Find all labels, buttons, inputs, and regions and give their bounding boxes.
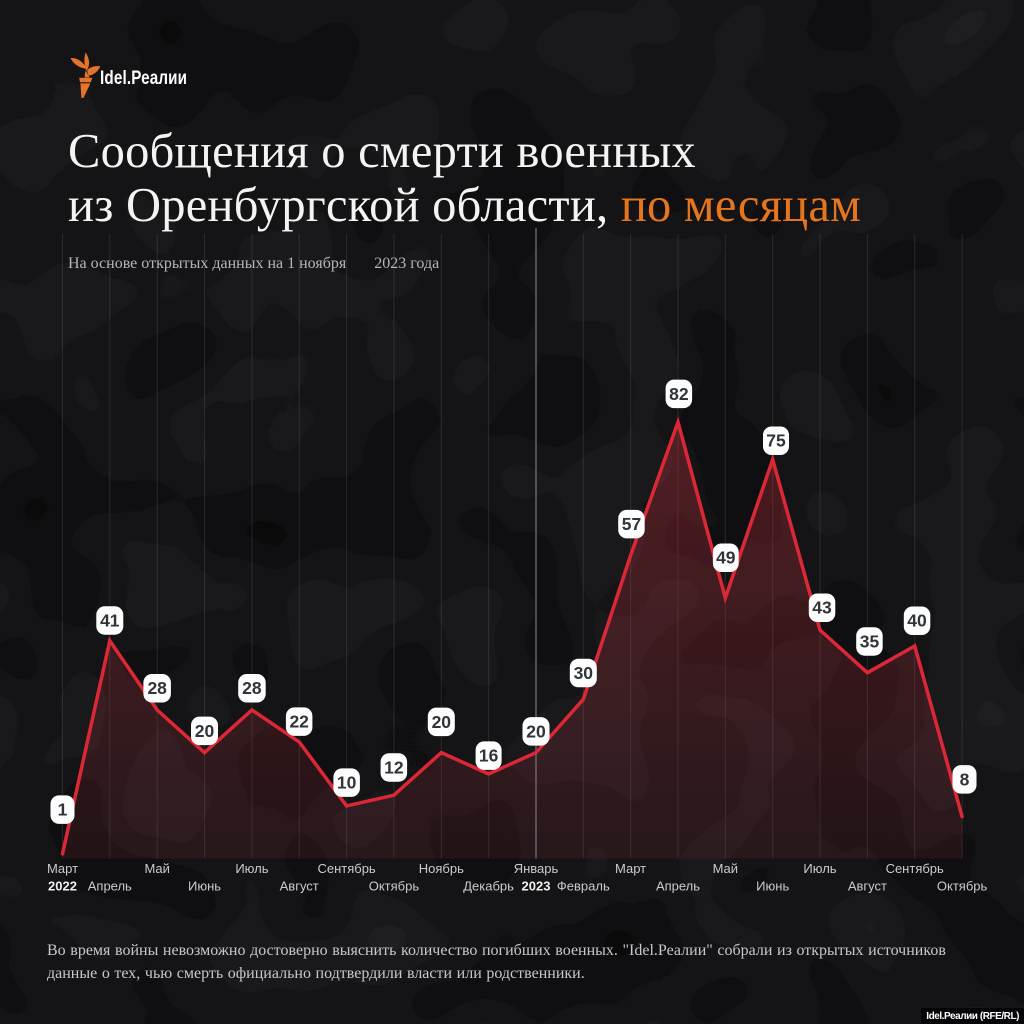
svg-text:43: 43 (812, 598, 832, 618)
svg-text:1: 1 (58, 800, 68, 820)
svg-text:20: 20 (432, 712, 452, 732)
svg-text:22: 22 (289, 712, 309, 732)
svg-text:82: 82 (669, 384, 689, 404)
svg-text:Сентябрь: Сентябрь (317, 861, 375, 876)
svg-text:10: 10 (337, 773, 357, 793)
svg-text:75: 75 (766, 431, 786, 451)
svg-text:Июль: Июль (235, 861, 268, 876)
svg-text:Август: Август (848, 879, 887, 894)
svg-text:Апрель: Апрель (656, 879, 700, 894)
svg-text:Июнь: Июнь (188, 879, 221, 894)
svg-text:49: 49 (716, 548, 736, 568)
svg-text:Август: Август (280, 879, 319, 894)
svg-text:Апрель: Апрель (88, 879, 132, 894)
svg-text:2023: 2023 (522, 879, 551, 894)
svg-text:Май: Май (713, 861, 738, 876)
svg-text:28: 28 (242, 678, 262, 698)
svg-text:Январь: Январь (514, 861, 559, 876)
svg-text:16: 16 (479, 746, 499, 766)
svg-text:Март: Март (615, 861, 646, 876)
svg-text:Сентябрь: Сентябрь (886, 861, 944, 876)
svg-text:35: 35 (860, 631, 880, 651)
svg-text:30: 30 (574, 663, 594, 683)
svg-text:Октябрь: Октябрь (937, 879, 988, 894)
svg-text:Май: Май (144, 861, 169, 876)
svg-text:20: 20 (195, 721, 215, 741)
svg-text:Декабрь: Декабрь (463, 879, 514, 894)
svg-text:Ноябрь: Ноябрь (419, 861, 464, 876)
svg-text:41: 41 (100, 610, 120, 630)
svg-text:2022: 2022 (48, 879, 77, 894)
svg-text:40: 40 (907, 611, 927, 631)
svg-text:Март: Март (47, 861, 78, 876)
svg-text:Июнь: Июнь (756, 879, 789, 894)
svg-text:Октябрь: Октябрь (369, 879, 420, 894)
svg-text:Июль: Июль (803, 861, 836, 876)
svg-text:28: 28 (147, 678, 167, 698)
svg-text:8: 8 (960, 769, 970, 789)
svg-text:12: 12 (384, 757, 404, 777)
svg-text:20: 20 (526, 721, 546, 741)
svg-text:Февраль: Февраль (557, 879, 610, 894)
svg-text:57: 57 (622, 514, 641, 534)
